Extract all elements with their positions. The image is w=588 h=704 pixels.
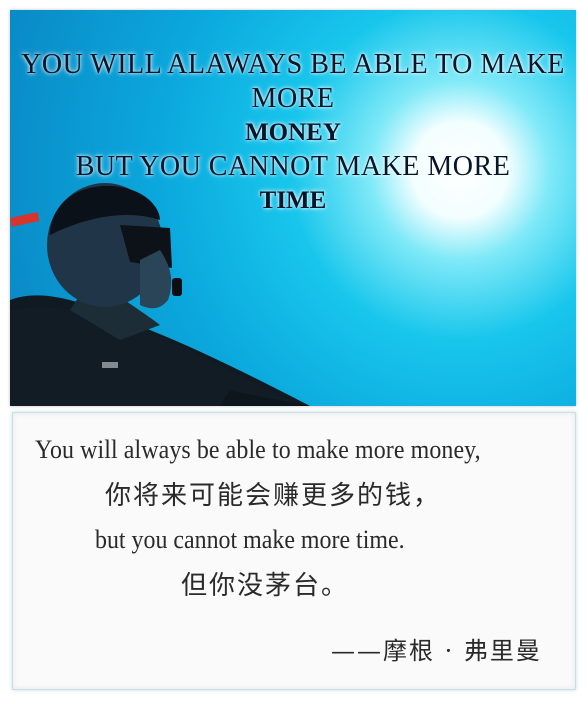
overlay-line-2: MONEY [245,119,341,146]
overlay-line-4: TIME [259,187,327,214]
quote-card: You will always be able to make more mon… [12,412,576,690]
card-chinese-line-1: 你将来可能会赚更多的钱， [105,481,442,511]
diver-silhouette [10,183,310,406]
card-english-line-1: You will always be able to make more mon… [35,435,481,464]
quote-overlay: YOU WILL ALAWAYS BE ABLE TO MAKE MORE MO… [10,48,576,218]
overlay-line-1: YOU WILL ALAWAYS BE ABLE TO MAKE MORE [21,49,565,114]
card-chinese-line-2: 但你没茅台。 [181,571,350,601]
card-signature: ——摩根 · 弗里曼 [331,637,542,665]
overlay-line-3: BUT YOU CANNOT MAKE MORE [75,151,511,182]
card-english-line-2: but you cannot make more time. [95,525,405,554]
underwater-photo: YOU WILL ALAWAYS BE ABLE TO MAKE MORE MO… [10,10,576,406]
